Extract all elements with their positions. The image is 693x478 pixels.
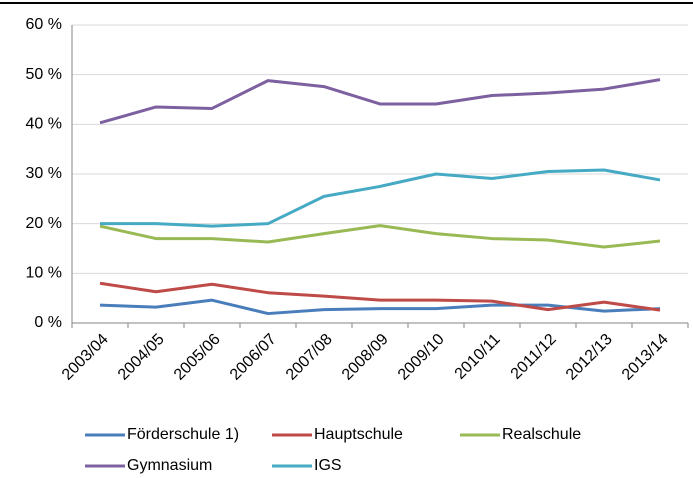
series-line [99,78,661,125]
x-tick-label: 2006/07 [227,331,280,384]
y-tick-label: 30 % [26,165,62,182]
x-tick-label: 2007/08 [283,331,336,384]
y-tick-label: 20 % [26,215,62,232]
x-tick-label: 2013/14 [619,331,672,384]
x-tick-label: 2003/04 [59,331,112,384]
series-line [99,224,661,249]
x-tick-label: 2011/12 [508,331,560,383]
legend-label: Hauptschule [314,426,403,443]
x-tick-label: 2012/13 [563,331,616,384]
legend-label: Förderschule 1) [127,426,239,443]
x-tick-label: 2009/10 [395,331,448,384]
x-tick-label: 2005/06 [171,331,224,384]
y-tick-label: 50 % [26,66,62,83]
y-tick-label: 10 % [26,265,62,282]
legend-label: Realschule [502,426,581,443]
y-tick-label: 60 % [26,16,62,33]
series-line [99,281,661,312]
x-tick-label: 2010/11 [452,331,504,383]
x-tick-label: 2008/09 [339,331,392,384]
legend-label: IGS [314,457,342,474]
y-tick-label: 0 % [34,314,62,331]
y-tick-label: 40 % [26,116,62,133]
legend-label: Gymnasium [127,457,212,474]
series-line [100,168,661,228]
x-tick-label: 2004/05 [115,331,168,384]
